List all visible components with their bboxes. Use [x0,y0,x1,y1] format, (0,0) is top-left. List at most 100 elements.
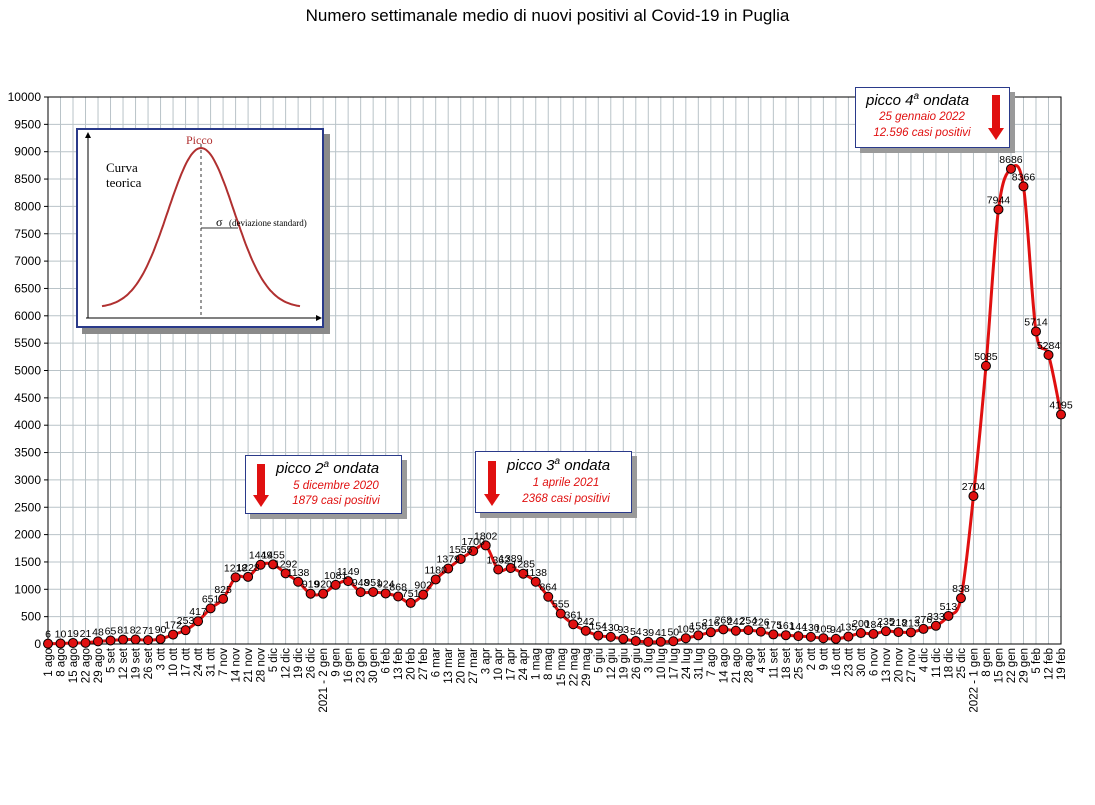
data-point [455,553,466,564]
data-point [580,625,591,636]
data-point [843,631,854,642]
data-point [105,635,116,646]
data-label: 10 [55,628,67,640]
inset-curve-label-1: Curva [106,160,138,175]
data-point [355,587,366,598]
data-label: 105 [677,623,695,635]
data-point [505,563,516,574]
x-tick-label: 5 feb [1031,648,1043,674]
data-point [893,627,904,638]
x-tick-label: 16 gen [343,648,355,683]
data-label: 184 [865,619,883,631]
data-point [905,627,916,638]
x-tick-label: 4 set [756,647,768,673]
x-tick-label: 24 ott [193,647,205,677]
data-point [193,616,204,627]
y-tick-label: 5000 [14,364,41,378]
data-point [218,593,229,604]
x-tick-label: 10 apr [493,648,505,681]
data-label: 1292 [274,558,298,570]
data-label: 158 [690,620,708,632]
data-label: 19 [67,628,79,640]
data-point [68,637,79,648]
x-tick-label: 22 ago [81,648,93,683]
peak-2-date: 5 dicembre 2020 [293,480,379,492]
x-tick-label: 8 gen [981,648,993,677]
data-label: 93 [617,624,629,636]
data-point [405,597,416,608]
data-point [593,630,604,641]
data-label: 825 [214,584,232,596]
peak-2-title: picco 2a ondata [276,459,380,477]
x-tick-label: 19 giu [618,648,630,679]
data-label: 1802 [474,530,498,542]
x-tick-label: 28 ago [743,648,755,683]
data-point [243,571,254,582]
x-tick-label: 26 giu [631,648,643,679]
data-label: 1379 [437,554,461,566]
data-label: 751 [402,588,420,600]
x-tick-label: 18 dic [943,648,955,679]
x-tick-label: 13 nov [881,648,893,683]
red-down-arrow-icon [484,461,500,507]
y-tick-label: 8000 [14,199,41,213]
data-label: 2704 [962,481,986,493]
data-label: 48 [92,626,104,638]
data-label: 920 [314,579,332,591]
data-point [230,572,241,583]
data-label: 5085 [974,351,998,363]
data-point [380,588,391,599]
y-tick-label: 1500 [14,555,41,569]
data-point [493,564,504,575]
data-point [955,593,966,604]
y-tick-label: 7000 [14,254,41,268]
data-point [780,630,791,641]
data-point [1018,181,1029,192]
data-point [743,625,754,636]
x-tick-label: 22 gen [1006,648,1018,683]
data-point [118,634,129,645]
data-point [568,619,579,630]
data-point [805,631,816,642]
data-label: 154 [590,621,608,633]
x-tick-label: 17 apr [506,648,518,681]
data-label: 924 [377,578,395,590]
data-point [993,204,1004,215]
data-label: 1362 [487,554,511,566]
x-tick-label: 3 ott [156,647,168,670]
data-point [293,576,304,587]
data-label: 951 [364,577,382,589]
data-label: 868 [389,582,407,594]
x-tick-label: 25 dic [956,648,968,679]
data-point [918,623,929,634]
peak-3-annotation: picco 3a ondata 1 aprile 2021 2368 casi … [475,451,632,513]
x-tick-label: 24 lug [681,648,693,679]
data-label: 41 [655,627,667,639]
y-tick-label: 3500 [14,446,41,460]
x-tick-label: 17 lug [668,648,680,679]
data-label: 1081 [324,570,348,582]
y-tick-label: 7500 [14,227,41,241]
x-tick-label: 8 mag [543,648,555,680]
y-tick-label: 4500 [14,391,41,405]
data-point [880,626,891,637]
data-label: 82 [130,625,142,637]
y-tick-label: 5500 [14,336,41,350]
data-point [205,603,216,614]
x-tick-label: 8 ago [56,648,68,677]
x-tick-label: 28 nov [256,648,268,683]
data-point [755,626,766,637]
data-point [793,631,804,642]
data-point [718,624,729,635]
chart-title: Numero settimanale medio di nuovi positi… [305,6,790,25]
inset-sigma-label: (deviazione standard) [229,218,307,228]
data-label: 417 [189,606,207,618]
y-tick-label: 10000 [8,90,42,104]
x-tick-label: 2022 - 1 gen [968,648,980,713]
data-label: 1138 [524,567,547,579]
data-point [668,636,679,647]
data-label: 1149 [337,566,360,578]
data-label: 1138 [287,567,310,579]
data-label: 513 [940,601,958,613]
data-point [968,491,979,502]
